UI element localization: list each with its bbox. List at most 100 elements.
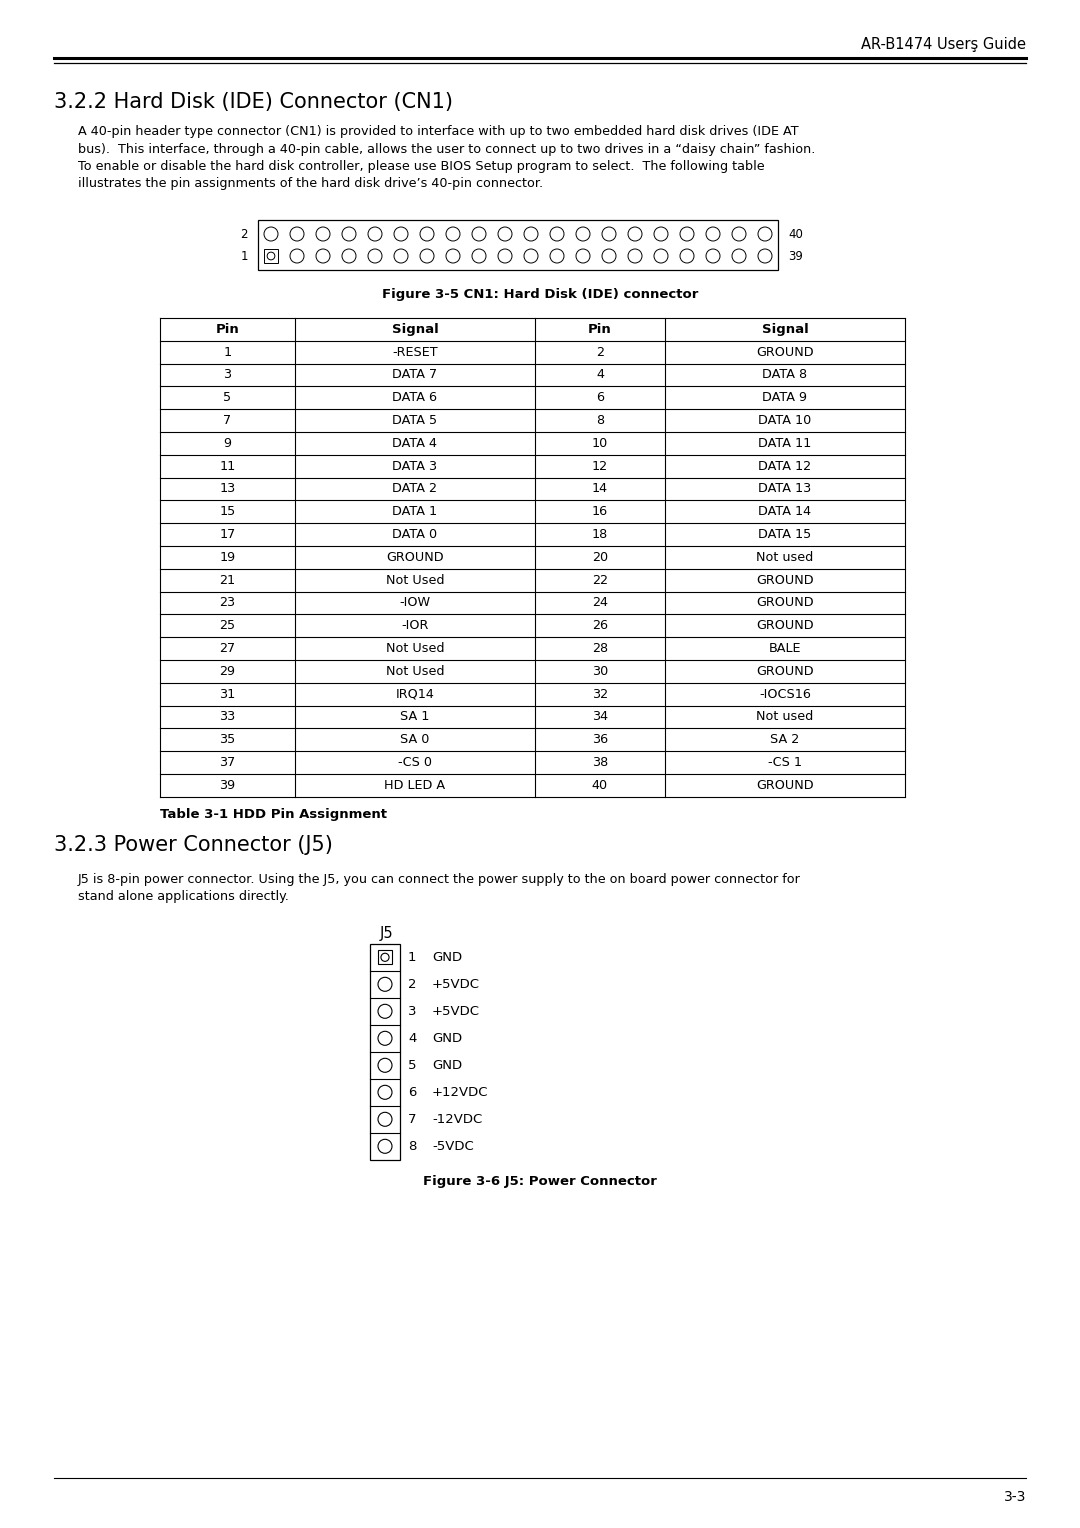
Text: GROUND: GROUND [387, 552, 444, 564]
Text: 20: 20 [592, 552, 608, 564]
Circle shape [758, 228, 772, 241]
Text: 8: 8 [408, 1140, 417, 1152]
Text: 6: 6 [596, 391, 604, 405]
Text: 23: 23 [219, 596, 235, 610]
Text: -IOR: -IOR [402, 619, 429, 633]
Text: Pin: Pin [216, 322, 240, 336]
Circle shape [446, 228, 460, 241]
Bar [258, 220, 778, 270]
Circle shape [524, 249, 538, 263]
Text: 32: 32 [592, 688, 608, 701]
Text: bus).  This interface, through a 40-pin cable, allows the user to connect up to : bus). This interface, through a 40-pin c… [78, 142, 815, 156]
Text: DATA 15: DATA 15 [758, 529, 812, 541]
Text: DATA 6: DATA 6 [392, 391, 437, 405]
Text: 39: 39 [788, 249, 802, 263]
Text: Not Used: Not Used [386, 642, 444, 656]
Text: Pin: Pin [589, 322, 612, 336]
Text: 29: 29 [219, 665, 235, 678]
Text: +5VDC: +5VDC [432, 978, 480, 990]
Text: 1: 1 [224, 345, 231, 359]
Text: IRQ14: IRQ14 [395, 688, 434, 701]
Circle shape [378, 1140, 392, 1154]
Circle shape [602, 228, 616, 241]
Text: 13: 13 [219, 483, 235, 495]
Text: GND: GND [432, 1031, 462, 1045]
Text: DATA 0: DATA 0 [392, 529, 437, 541]
Text: DATA 10: DATA 10 [758, 414, 812, 428]
Text: Signal: Signal [761, 322, 808, 336]
Text: GROUND: GROUND [756, 665, 814, 678]
Circle shape [602, 249, 616, 263]
Text: 36: 36 [592, 733, 608, 746]
Circle shape [378, 1112, 392, 1126]
Text: A 40-pin header type connector (CN1) is provided to interface with up to two emb: A 40-pin header type connector (CN1) is … [78, 125, 798, 138]
Circle shape [680, 228, 694, 241]
Text: DATA 12: DATA 12 [758, 460, 811, 472]
Bar [370, 944, 400, 1160]
Text: DATA 5: DATA 5 [392, 414, 437, 428]
Text: DATA 14: DATA 14 [758, 506, 811, 518]
Text: 3.2.2 Hard Disk (IDE) Connector (CN1): 3.2.2 Hard Disk (IDE) Connector (CN1) [54, 92, 453, 112]
Text: Not Used: Not Used [386, 573, 444, 587]
Text: SA 2: SA 2 [770, 733, 799, 746]
Text: Not used: Not used [756, 552, 813, 564]
Circle shape [394, 249, 408, 263]
Circle shape [368, 228, 382, 241]
Text: J5: J5 [380, 926, 393, 941]
Text: DATA 2: DATA 2 [392, 483, 437, 495]
Text: -CS 1: -CS 1 [768, 756, 802, 769]
Text: illustrates the pin assignments of the hard disk drive’s 40-pin connector.: illustrates the pin assignments of the h… [78, 177, 543, 191]
Text: 34: 34 [592, 711, 608, 723]
Text: 2: 2 [596, 345, 604, 359]
Text: 18: 18 [592, 529, 608, 541]
Text: DATA 13: DATA 13 [758, 483, 812, 495]
Text: 31: 31 [219, 688, 235, 701]
Text: 24: 24 [592, 596, 608, 610]
Text: 9: 9 [224, 437, 231, 449]
Circle shape [654, 228, 669, 241]
Circle shape [498, 228, 512, 241]
Circle shape [420, 249, 434, 263]
Circle shape [550, 249, 564, 263]
Bar [264, 249, 278, 263]
Text: 33: 33 [219, 711, 235, 723]
Text: 5: 5 [224, 391, 231, 405]
Circle shape [627, 249, 642, 263]
Text: 25: 25 [219, 619, 235, 633]
Text: 7: 7 [408, 1112, 417, 1126]
Text: 22: 22 [592, 573, 608, 587]
Text: 10: 10 [592, 437, 608, 449]
Text: 1: 1 [241, 249, 248, 263]
Text: 2: 2 [241, 228, 248, 240]
Text: 7: 7 [224, 414, 231, 428]
Text: -CS 0: -CS 0 [399, 756, 432, 769]
Circle shape [472, 228, 486, 241]
Text: Figure 3-5 CN1: Hard Disk (IDE) connector: Figure 3-5 CN1: Hard Disk (IDE) connecto… [382, 287, 698, 301]
Text: +5VDC: +5VDC [432, 1005, 480, 1018]
Text: GND: GND [432, 1059, 462, 1071]
Circle shape [576, 228, 590, 241]
Text: +12VDC: +12VDC [432, 1086, 488, 1099]
Text: GROUND: GROUND [756, 619, 814, 633]
Circle shape [732, 228, 746, 241]
Text: 30: 30 [592, 665, 608, 678]
Text: Signal: Signal [392, 322, 438, 336]
Circle shape [267, 252, 274, 260]
Text: HD LED A: HD LED A [384, 779, 446, 792]
Text: 1: 1 [408, 950, 417, 964]
Circle shape [342, 228, 356, 241]
Text: 26: 26 [592, 619, 608, 633]
Text: 3-3: 3-3 [1003, 1490, 1026, 1504]
Bar [378, 950, 392, 964]
Circle shape [378, 978, 392, 992]
Text: 6: 6 [408, 1086, 417, 1099]
Text: 35: 35 [219, 733, 235, 746]
Circle shape [576, 249, 590, 263]
Text: Not Used: Not Used [386, 665, 444, 678]
Circle shape [378, 1031, 392, 1045]
Text: 21: 21 [219, 573, 235, 587]
Text: stand alone applications directly.: stand alone applications directly. [78, 891, 288, 903]
Text: DATA 9: DATA 9 [762, 391, 808, 405]
Circle shape [368, 249, 382, 263]
Text: SA 1: SA 1 [401, 711, 430, 723]
